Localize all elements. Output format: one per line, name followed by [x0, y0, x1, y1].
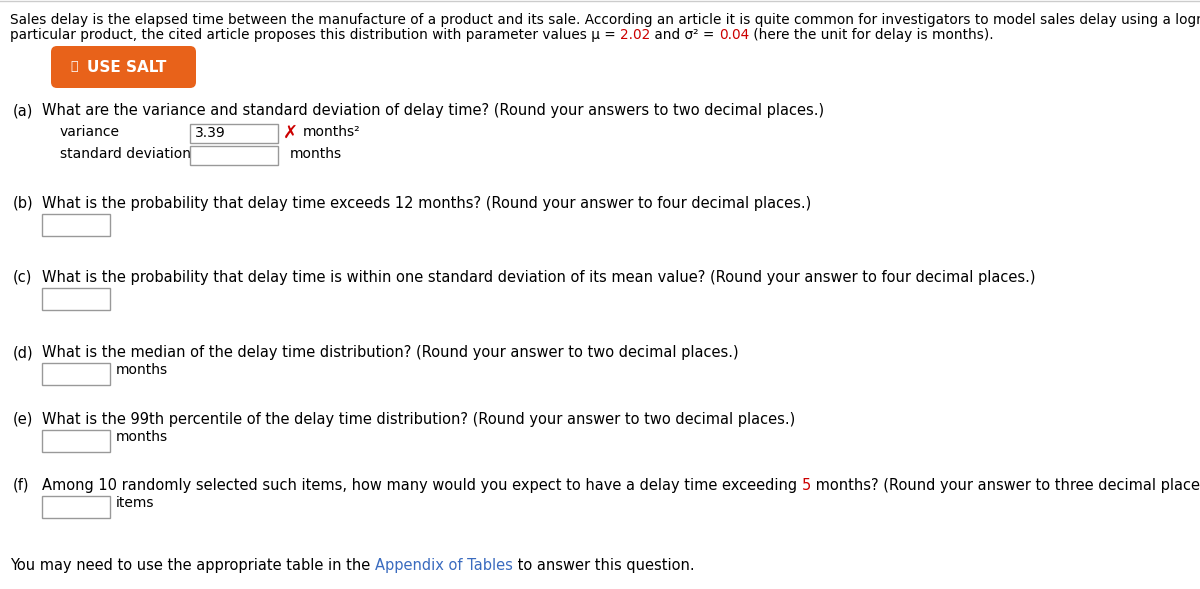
- Text: standard deviation: standard deviation: [60, 147, 191, 161]
- Text: (f): (f): [13, 478, 30, 493]
- Text: You may need to use the appropriate table in the: You may need to use the appropriate tabl…: [10, 558, 374, 573]
- Text: months: months: [290, 147, 342, 161]
- FancyBboxPatch shape: [50, 46, 196, 88]
- FancyBboxPatch shape: [42, 288, 110, 310]
- Text: (a): (a): [13, 103, 34, 118]
- FancyBboxPatch shape: [190, 146, 278, 165]
- Text: What are the variance and standard deviation of delay time? (Round your answers : What are the variance and standard devia…: [42, 103, 824, 118]
- Text: months: months: [116, 430, 168, 444]
- Text: particular product, the cited article proposes this distribution with parameter : particular product, the cited article pr…: [10, 28, 620, 42]
- FancyBboxPatch shape: [190, 124, 278, 143]
- Text: 🔖: 🔖: [71, 61, 78, 74]
- Text: months? (Round your answer to three decimal places.): months? (Round your answer to three deci…: [811, 478, 1200, 493]
- Text: (e): (e): [13, 412, 34, 427]
- Text: (d): (d): [13, 345, 34, 360]
- Text: (here the unit for delay is months).: (here the unit for delay is months).: [749, 28, 994, 42]
- Text: What is the 99th percentile of the delay time distribution? (Round your answer t: What is the 99th percentile of the delay…: [42, 412, 796, 427]
- Text: 5: 5: [802, 478, 811, 493]
- Text: (c): (c): [13, 270, 32, 285]
- Text: What is the probability that delay time is within one standard deviation of its : What is the probability that delay time …: [42, 270, 1036, 285]
- Text: 2.02: 2.02: [620, 28, 650, 42]
- Text: variance: variance: [60, 125, 120, 139]
- FancyBboxPatch shape: [42, 214, 110, 236]
- Text: Sales delay is the elapsed time between the manufacture of a product and its sal: Sales delay is the elapsed time between …: [10, 13, 1200, 27]
- Text: months²: months²: [302, 125, 361, 139]
- Text: What is the probability that delay time exceeds 12 months? (Round your answer to: What is the probability that delay time …: [42, 196, 811, 211]
- Text: ✗: ✗: [282, 124, 298, 142]
- FancyBboxPatch shape: [42, 363, 110, 385]
- Text: (b): (b): [13, 196, 34, 211]
- FancyBboxPatch shape: [42, 496, 110, 518]
- Text: Appendix of Tables: Appendix of Tables: [374, 558, 512, 573]
- Text: 3.39: 3.39: [194, 126, 226, 140]
- Text: Among 10 randomly selected such items, how many would you expect to have a delay: Among 10 randomly selected such items, h…: [42, 478, 802, 493]
- Text: months: months: [116, 363, 168, 377]
- Text: 0.04: 0.04: [719, 28, 749, 42]
- Text: items: items: [116, 496, 155, 510]
- Text: What is the median of the delay time distribution? (Round your answer to two dec: What is the median of the delay time dis…: [42, 345, 739, 360]
- FancyBboxPatch shape: [42, 430, 110, 452]
- Text: and σ² =: and σ² =: [650, 28, 719, 42]
- Text: to answer this question.: to answer this question.: [512, 558, 695, 573]
- Text: USE SALT: USE SALT: [88, 59, 167, 74]
